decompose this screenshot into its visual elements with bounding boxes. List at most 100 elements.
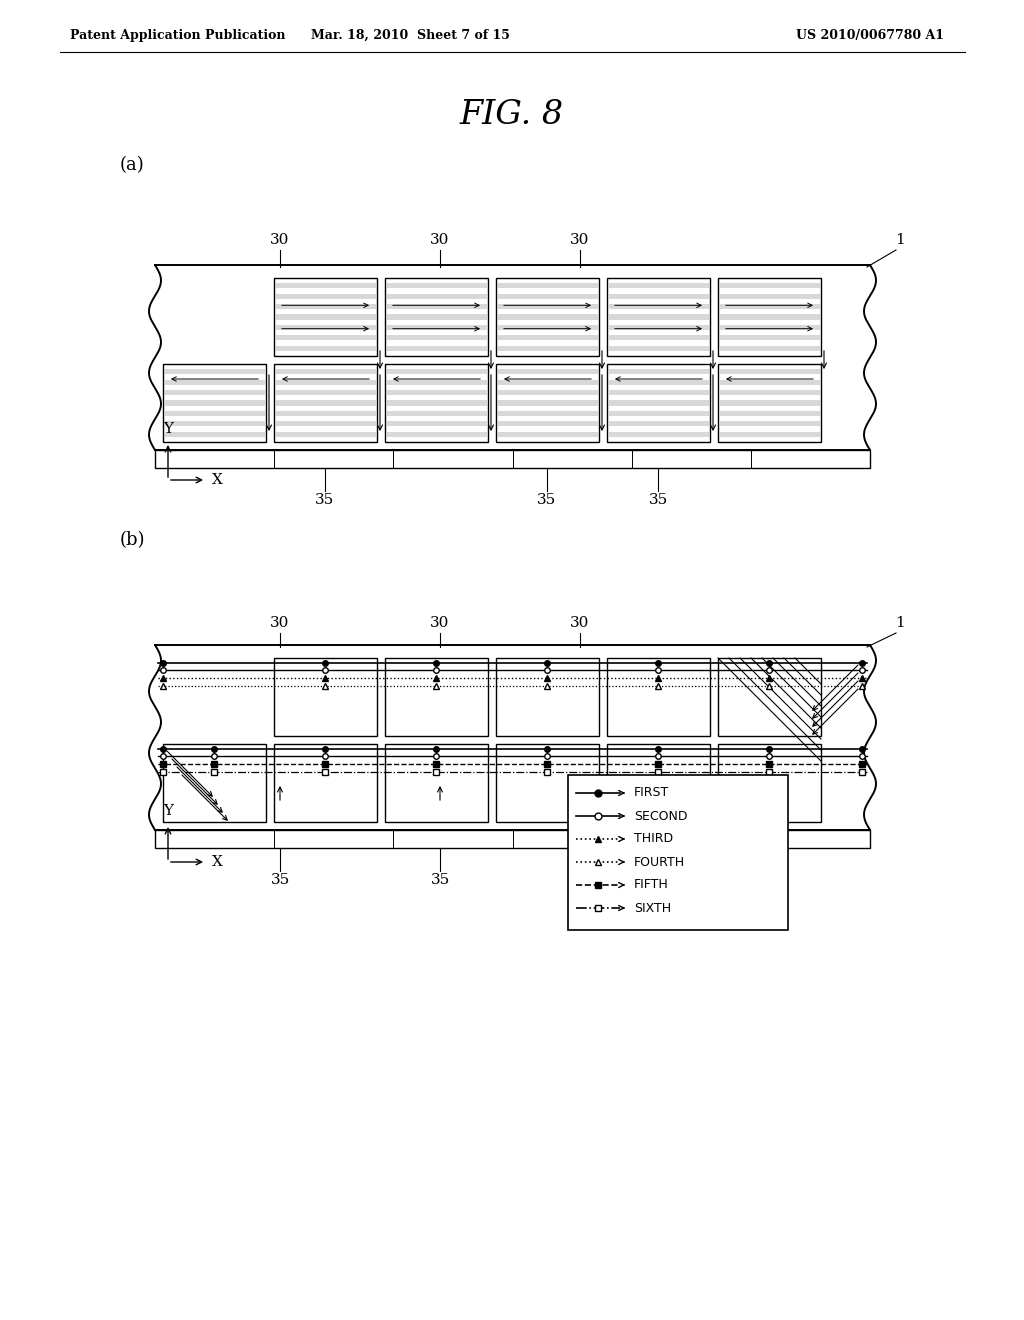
Bar bbox=[498, 389, 597, 395]
Bar bbox=[720, 411, 819, 416]
Bar bbox=[275, 400, 376, 405]
Bar bbox=[608, 400, 709, 405]
Bar bbox=[720, 370, 819, 375]
Bar bbox=[720, 389, 819, 395]
Bar bbox=[275, 284, 376, 288]
Bar bbox=[165, 411, 264, 416]
Text: 1: 1 bbox=[895, 616, 905, 630]
Bar bbox=[274, 364, 377, 442]
Bar bbox=[165, 432, 264, 437]
Text: (a): (a) bbox=[120, 156, 144, 174]
Text: Mar. 18, 2010  Sheet 7 of 15: Mar. 18, 2010 Sheet 7 of 15 bbox=[310, 29, 509, 41]
Bar bbox=[386, 389, 486, 395]
Bar bbox=[496, 364, 599, 442]
Bar bbox=[386, 284, 486, 288]
Bar bbox=[385, 364, 488, 442]
Bar bbox=[498, 293, 597, 298]
Bar bbox=[608, 346, 709, 351]
Bar bbox=[386, 432, 486, 437]
Text: FIRST: FIRST bbox=[634, 787, 670, 800]
Text: X: X bbox=[212, 473, 223, 487]
Bar bbox=[608, 314, 709, 319]
Bar bbox=[275, 346, 376, 351]
Bar bbox=[275, 411, 376, 416]
Bar bbox=[275, 421, 376, 426]
Bar bbox=[720, 293, 819, 298]
Bar bbox=[386, 346, 486, 351]
Text: SECOND: SECOND bbox=[634, 809, 687, 822]
Bar bbox=[275, 293, 376, 298]
Bar bbox=[155, 450, 870, 469]
Bar bbox=[498, 380, 597, 385]
Bar bbox=[386, 400, 486, 405]
Text: Y: Y bbox=[163, 422, 173, 436]
Bar bbox=[608, 284, 709, 288]
Text: FOURTH: FOURTH bbox=[634, 855, 685, 869]
Bar bbox=[608, 432, 709, 437]
Bar bbox=[498, 284, 597, 288]
Bar bbox=[386, 304, 486, 309]
Bar bbox=[498, 335, 597, 341]
Bar bbox=[718, 744, 821, 822]
Bar bbox=[386, 421, 486, 426]
Bar bbox=[385, 657, 488, 737]
Text: FIFTH: FIFTH bbox=[634, 879, 669, 891]
Bar bbox=[720, 421, 819, 426]
Bar bbox=[163, 744, 266, 822]
Text: THIRD: THIRD bbox=[634, 833, 673, 846]
Bar bbox=[718, 364, 821, 442]
Text: 35: 35 bbox=[270, 873, 290, 887]
Text: X: X bbox=[212, 855, 223, 869]
Bar bbox=[386, 314, 486, 319]
Bar bbox=[496, 657, 599, 737]
Bar bbox=[607, 744, 710, 822]
Bar bbox=[720, 432, 819, 437]
Text: 30: 30 bbox=[570, 234, 590, 247]
Bar bbox=[165, 389, 264, 395]
Bar bbox=[498, 370, 597, 375]
Bar bbox=[608, 380, 709, 385]
Bar bbox=[496, 279, 599, 356]
Bar bbox=[165, 370, 264, 375]
Text: 30: 30 bbox=[430, 616, 450, 630]
Bar bbox=[163, 364, 266, 442]
Bar bbox=[498, 304, 597, 309]
Bar bbox=[608, 370, 709, 375]
Bar bbox=[720, 304, 819, 309]
Bar bbox=[608, 411, 709, 416]
Bar bbox=[720, 400, 819, 405]
Bar bbox=[275, 380, 376, 385]
Text: Patent Application Publication: Patent Application Publication bbox=[70, 29, 286, 41]
Bar bbox=[720, 314, 819, 319]
Bar bbox=[720, 325, 819, 330]
Bar bbox=[275, 389, 376, 395]
Text: Y: Y bbox=[163, 804, 173, 818]
Bar bbox=[496, 744, 599, 822]
Bar bbox=[275, 432, 376, 437]
Text: 35: 35 bbox=[648, 492, 668, 507]
Text: 30: 30 bbox=[430, 234, 450, 247]
Bar bbox=[608, 389, 709, 395]
Bar bbox=[498, 314, 597, 319]
Bar bbox=[274, 279, 377, 356]
Bar bbox=[718, 279, 821, 356]
Bar bbox=[720, 335, 819, 341]
Text: 35: 35 bbox=[538, 492, 557, 507]
Text: 35: 35 bbox=[315, 492, 335, 507]
Text: SIXTH: SIXTH bbox=[634, 902, 671, 915]
Bar bbox=[386, 370, 486, 375]
Bar bbox=[498, 400, 597, 405]
Bar bbox=[275, 314, 376, 319]
Text: 30: 30 bbox=[270, 616, 290, 630]
Bar bbox=[568, 775, 788, 931]
Bar bbox=[608, 304, 709, 309]
Bar bbox=[720, 346, 819, 351]
Bar bbox=[386, 325, 486, 330]
Bar bbox=[165, 400, 264, 405]
Bar bbox=[386, 293, 486, 298]
Bar bbox=[275, 370, 376, 375]
Text: 35: 35 bbox=[570, 873, 590, 887]
Bar bbox=[275, 304, 376, 309]
Text: 30: 30 bbox=[270, 234, 290, 247]
Bar bbox=[498, 325, 597, 330]
